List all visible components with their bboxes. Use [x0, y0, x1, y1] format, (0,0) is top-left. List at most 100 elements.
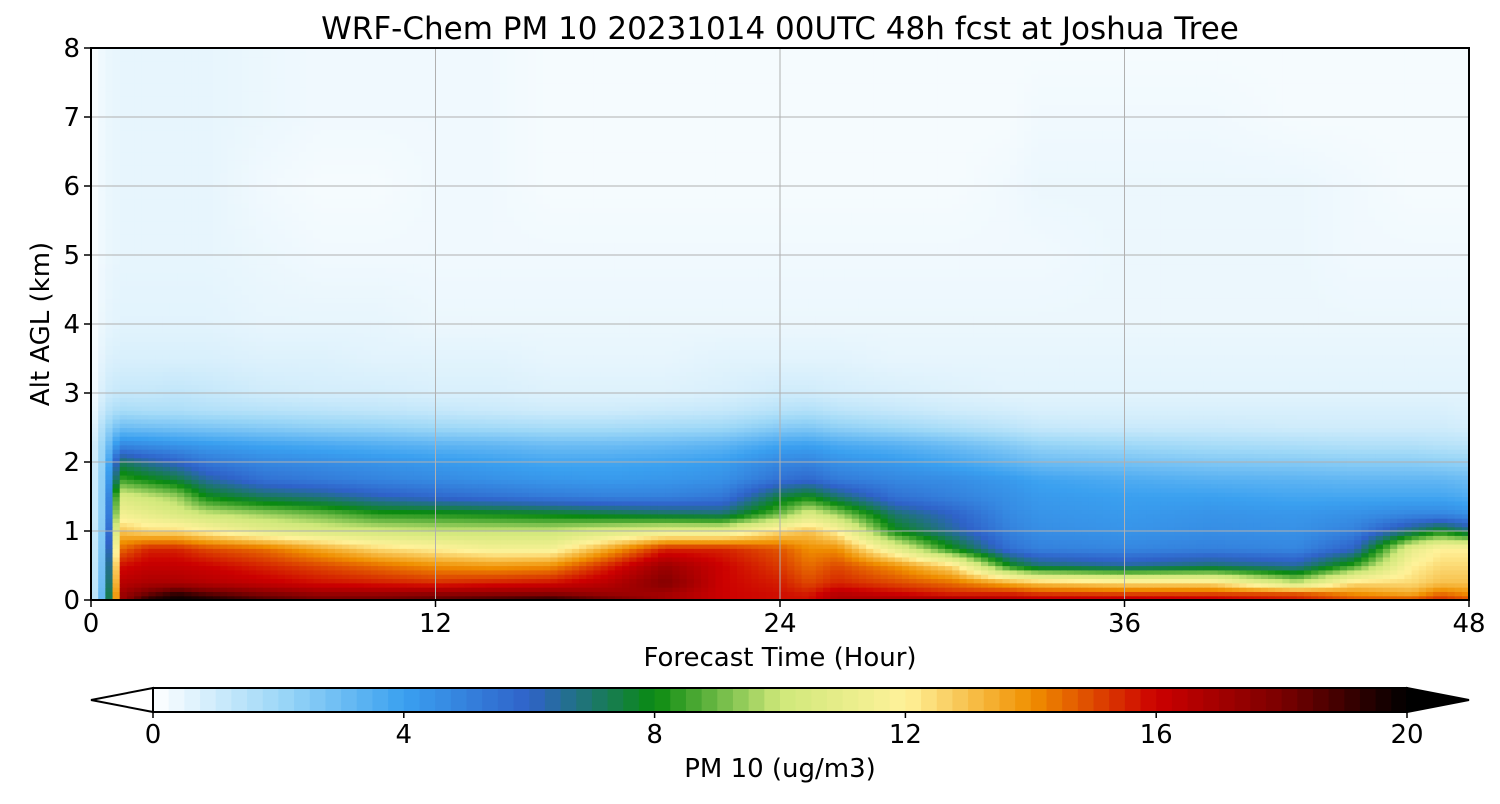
heat-cell: [349, 513, 358, 519]
heat-cell: [966, 518, 975, 523]
heat-cell: [1318, 492, 1327, 498]
heat-cell: [823, 582, 831, 588]
heat-cell: [349, 556, 358, 562]
heat-cell: [858, 556, 867, 562]
heat-cell: [571, 522, 580, 528]
heat-cell: [952, 582, 961, 588]
heat-cell: [485, 548, 494, 554]
heat-cell: [478, 513, 487, 519]
heat-cell: [1031, 505, 1039, 511]
heat-cell: [1102, 587, 1111, 592]
heat-cell: [586, 487, 594, 493]
heat-cell: [1081, 552, 1090, 558]
heat-cell: [1447, 574, 1456, 580]
heat-cell: [220, 591, 228, 597]
heat-cell: [1447, 548, 1456, 554]
heat-cell: [1196, 552, 1205, 558]
heat-cell: [1224, 587, 1233, 592]
heat-cell: [1404, 505, 1413, 511]
heat-cell: [923, 492, 932, 498]
heat-cell: [313, 591, 322, 597]
heat-cell: [916, 487, 925, 493]
heat-cell: [1296, 543, 1305, 549]
heat-cell: [478, 518, 487, 523]
heat-cell: [973, 548, 982, 554]
heat-cell: [1440, 487, 1449, 493]
heat-cell: [169, 561, 178, 567]
heat-cell: [966, 569, 975, 575]
heat-cell: [349, 561, 358, 567]
heat-cell: [464, 500, 472, 506]
heat-cell: [564, 492, 573, 498]
heat-cell: [550, 569, 559, 575]
heat-cell: [299, 487, 307, 493]
heat-cell: [701, 531, 709, 536]
heat-cell: [1124, 574, 1133, 580]
heat-cell: [457, 578, 465, 584]
heat-cell: [866, 513, 874, 519]
heat-cell: [844, 518, 853, 523]
heat-cell: [313, 569, 322, 575]
heat-cell: [141, 565, 150, 571]
heat-cell: [1002, 552, 1011, 558]
heat-cell: [1117, 496, 1126, 502]
heat-cell: [220, 518, 228, 523]
heat-cell: [1009, 561, 1018, 567]
heat-cell: [679, 509, 688, 515]
heat-cell: [1095, 496, 1104, 502]
heat-cell: [1296, 518, 1305, 523]
heat-cell: [902, 569, 910, 575]
heat-cell: [557, 556, 566, 562]
heat-cell: [823, 492, 831, 498]
heat-cell: [1311, 526, 1319, 532]
heat-cell: [959, 505, 968, 511]
heat-cell: [313, 492, 322, 498]
heat-cell: [306, 522, 315, 528]
heat-cell: [1275, 582, 1283, 588]
heat-cell: [1361, 591, 1370, 597]
heat-cell: [751, 492, 760, 498]
heat-cell: [198, 535, 207, 541]
heat-cell: [356, 535, 365, 541]
heat-cell: [392, 492, 401, 498]
heat-cell: [119, 539, 128, 545]
heat-cell: [1397, 578, 1406, 584]
heat-cell: [98, 513, 106, 519]
heat-cell: [1174, 587, 1183, 592]
heat-cell: [729, 587, 738, 592]
heat-cell: [1088, 543, 1097, 549]
heat-cell: [715, 565, 724, 571]
heat-cell: [191, 552, 200, 558]
heat-cell: [406, 552, 415, 558]
heat-cell: [169, 578, 178, 584]
heat-cell: [141, 535, 150, 541]
heat-cell: [1131, 531, 1140, 536]
heat-cell: [500, 492, 508, 498]
heat-cell: [213, 548, 221, 554]
heat-cell: [693, 535, 702, 541]
heat-cell: [1059, 578, 1068, 584]
heat-cell: [492, 595, 501, 600]
heat-cell: [155, 522, 164, 528]
heat-cell: [1153, 505, 1161, 511]
heat-cell: [1181, 496, 1190, 502]
heat-cell: [205, 505, 214, 511]
heat-cell: [586, 492, 594, 498]
heat-cell: [1174, 578, 1183, 584]
heat-cell: [1210, 518, 1219, 523]
heat-cell: [91, 595, 99, 600]
heat-cell: [579, 552, 587, 558]
heat-cell: [1110, 556, 1118, 562]
heat-cell: [112, 531, 121, 536]
heat-cell: [1397, 587, 1406, 592]
heat-cell: [464, 556, 472, 562]
heat-cell: [959, 492, 968, 498]
heat-cell: [299, 552, 307, 558]
heat-cell: [1232, 548, 1240, 554]
heat-cell: [91, 518, 99, 523]
heat-cell: [1440, 582, 1449, 588]
heat-cell: [1246, 561, 1255, 567]
heat-cell: [471, 535, 480, 541]
heat-cell: [535, 535, 544, 541]
heat-cell: [823, 595, 831, 600]
